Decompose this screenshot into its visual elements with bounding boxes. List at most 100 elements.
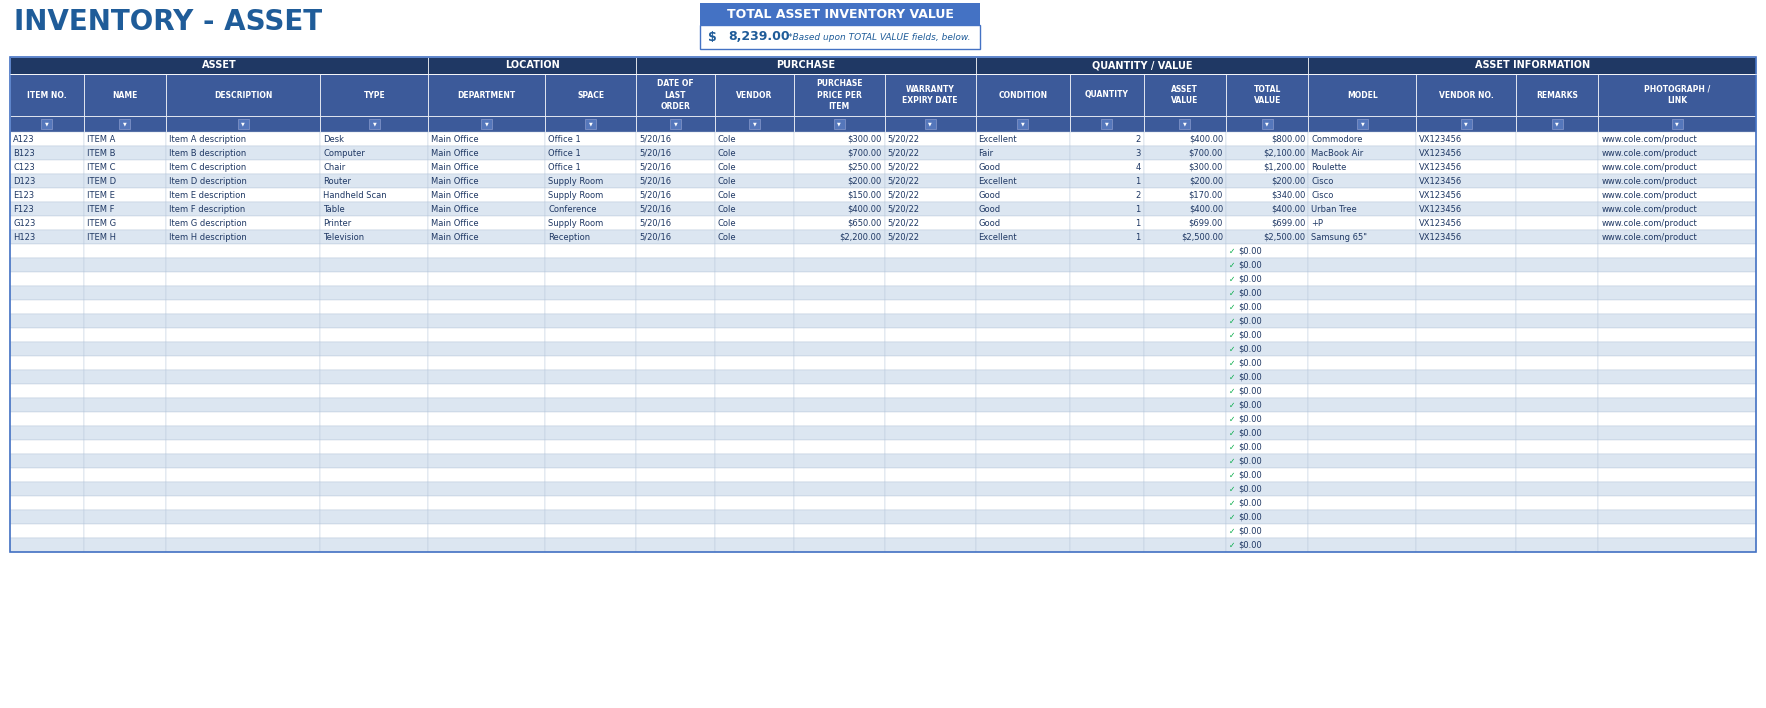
Bar: [715, 188, 793, 202]
Bar: [1144, 174, 1226, 188]
Bar: [885, 398, 975, 412]
Bar: [793, 412, 885, 426]
Text: ✓: ✓: [1229, 428, 1236, 438]
Bar: [1416, 272, 1515, 286]
Text: Excellent: Excellent: [978, 176, 1017, 185]
Bar: [1070, 496, 1144, 510]
Bar: [715, 426, 793, 440]
Bar: [975, 398, 1070, 412]
Bar: [636, 202, 715, 216]
Text: ✓: ✓: [1229, 498, 1236, 508]
Bar: [1226, 468, 1309, 482]
Bar: [1070, 300, 1144, 314]
Bar: [1309, 116, 1416, 132]
Bar: [715, 384, 793, 398]
Bar: [83, 314, 166, 328]
Bar: [320, 300, 429, 314]
Bar: [320, 216, 429, 230]
Text: $400.00: $400.00: [1189, 205, 1224, 214]
Bar: [636, 384, 715, 398]
Bar: [429, 398, 546, 412]
Bar: [1070, 216, 1144, 230]
Bar: [1144, 342, 1226, 356]
Bar: [1309, 412, 1416, 426]
Bar: [1070, 468, 1144, 482]
Bar: [975, 57, 1309, 74]
Bar: [1515, 74, 1598, 116]
Bar: [83, 258, 166, 272]
Bar: [885, 384, 975, 398]
Bar: [429, 160, 546, 174]
Bar: [11, 370, 83, 384]
Bar: [885, 468, 975, 482]
Bar: [1416, 342, 1515, 356]
Bar: [11, 328, 83, 342]
Bar: [320, 244, 429, 258]
Bar: [1515, 244, 1598, 258]
Bar: [885, 286, 975, 300]
Bar: [1226, 230, 1309, 244]
Bar: [166, 216, 320, 230]
Bar: [1598, 440, 1755, 454]
Text: 5/20/22: 5/20/22: [888, 190, 920, 200]
Bar: [1070, 342, 1144, 356]
Text: VX123456: VX123456: [1420, 190, 1462, 200]
Bar: [1144, 160, 1226, 174]
Bar: [1672, 119, 1683, 129]
Bar: [1515, 300, 1598, 314]
Bar: [429, 57, 636, 74]
Text: ITEM A: ITEM A: [87, 135, 115, 144]
Bar: [1598, 398, 1755, 412]
Bar: [11, 146, 83, 160]
Bar: [1309, 202, 1416, 216]
Bar: [429, 258, 546, 272]
Bar: [1309, 300, 1416, 314]
Text: Office 1: Office 1: [547, 149, 581, 157]
Bar: [1598, 258, 1755, 272]
Bar: [11, 272, 83, 286]
Text: ▼: ▼: [373, 122, 376, 127]
Bar: [885, 454, 975, 468]
Bar: [715, 538, 793, 552]
Text: Main Office: Main Office: [431, 219, 479, 227]
Bar: [793, 146, 885, 160]
Text: 1: 1: [1136, 219, 1141, 227]
Text: VENDOR: VENDOR: [736, 91, 772, 100]
Bar: [320, 398, 429, 412]
Text: Urban Tree: Urban Tree: [1312, 205, 1356, 214]
Bar: [885, 188, 975, 202]
Bar: [546, 116, 636, 132]
Bar: [793, 132, 885, 146]
Bar: [1598, 538, 1755, 552]
Bar: [636, 468, 715, 482]
Bar: [715, 328, 793, 342]
Bar: [1070, 244, 1144, 258]
Bar: [11, 202, 83, 216]
Bar: [1416, 116, 1515, 132]
Bar: [885, 314, 975, 328]
Text: ✓: ✓: [1229, 442, 1236, 452]
Bar: [320, 146, 429, 160]
Bar: [1416, 524, 1515, 538]
Bar: [715, 496, 793, 510]
Text: $0.00: $0.00: [1238, 513, 1261, 522]
Bar: [1144, 286, 1226, 300]
Text: $0.00: $0.00: [1238, 261, 1261, 270]
Bar: [83, 356, 166, 370]
Text: Conference: Conference: [547, 205, 597, 214]
Bar: [669, 119, 682, 129]
Bar: [885, 160, 975, 174]
Text: Main Office: Main Office: [431, 190, 479, 200]
Bar: [1144, 314, 1226, 328]
Bar: [11, 482, 83, 496]
Bar: [1144, 482, 1226, 496]
Bar: [1416, 202, 1515, 216]
Bar: [975, 426, 1070, 440]
Bar: [1226, 258, 1309, 272]
Text: MODEL: MODEL: [1347, 91, 1377, 100]
Bar: [715, 454, 793, 468]
Bar: [320, 272, 429, 286]
Bar: [636, 356, 715, 370]
Bar: [1598, 328, 1755, 342]
Bar: [636, 482, 715, 496]
